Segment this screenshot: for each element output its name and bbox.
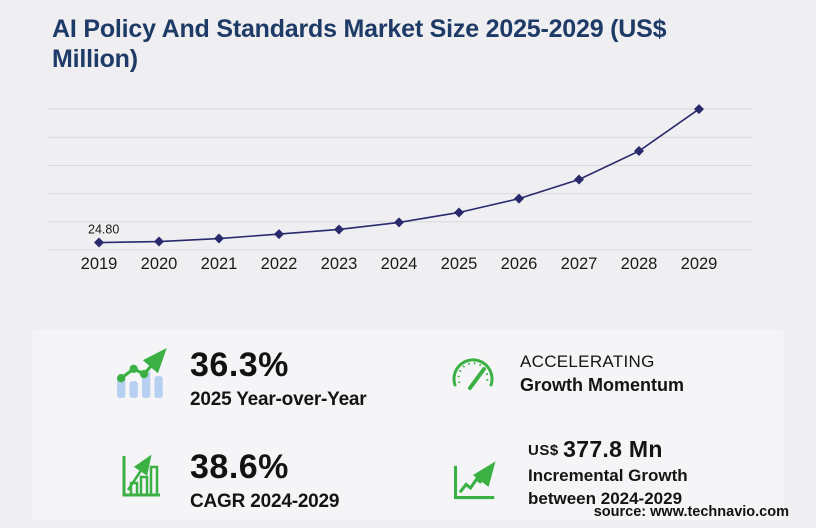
data-point-marker [94, 237, 104, 248]
stat-yoy: 36.3% 2025 Year-over-Year [116, 346, 367, 411]
x-axis-tick-label: 2021 [201, 255, 238, 273]
yoy-value: 36.3% [190, 346, 289, 384]
x-axis-tick-label: 2019 [81, 255, 118, 273]
data-point-marker [154, 236, 164, 247]
stat-momentum: ACCELERATING Growth Momentum [450, 350, 684, 397]
stat-incremental: US$ 377.8 Mn Incremental Growth between … [452, 436, 688, 509]
chart-svg: 24.80 2019 2020 2021 2022 2023 2024 2025 2026 202… [48, 104, 752, 273]
data-point-marker [274, 229, 284, 240]
market-size-line-chart: 24.80 2019 2020 2021 2022 2023 2024 2025 2026 202… [40, 95, 774, 281]
momentum-status: ACCELERATING [520, 352, 655, 371]
cagr-label: CAGR 2024-2029 [190, 491, 340, 512]
incremental-label-line2: between 2024-2029 [528, 489, 683, 508]
growth-bars-arrow-icon [122, 454, 162, 503]
x-axis-tick-label: 2020 [141, 255, 178, 273]
incremental-currency: US$ [528, 442, 559, 459]
zigzag-growth-icon [452, 456, 496, 509]
x-axis-tick-label: 2028 [621, 255, 658, 273]
yoy-label: 2025 Year-over-Year [190, 389, 367, 410]
incremental-label-line1: Incremental Growth [528, 466, 688, 485]
speedometer-icon [450, 356, 496, 397]
source-citation: source: www.technavio.com [593, 504, 789, 520]
page-title-line2: Million) [52, 45, 138, 73]
cagr-value: 38.6% [190, 448, 289, 486]
x-axis-tick-label: 2027 [561, 255, 598, 273]
bar-chart-trend-icon [116, 346, 170, 405]
stat-cagr: 38.6% CAGR 2024-2029 [122, 448, 339, 513]
x-axis-tick-label: 2026 [501, 255, 538, 273]
data-point-marker [634, 146, 644, 157]
data-point-marker [454, 207, 464, 218]
data-point-marker [214, 233, 224, 244]
data-point-marker [394, 217, 404, 228]
page-title: AI Policy And Standards Market Size 2025… [52, 14, 742, 74]
data-point-marker [514, 193, 524, 204]
momentum-label: Growth Momentum [520, 375, 684, 395]
x-axis-tick-label: 2029 [681, 255, 718, 273]
data-point-marker [574, 174, 584, 185]
x-axis-tick-label: 2023 [321, 255, 358, 273]
data-point-marker [334, 224, 344, 235]
x-axis-tick-label: 2022 [261, 255, 298, 273]
data-point-marker [694, 104, 704, 115]
x-axis-tick-label: 2024 [381, 255, 418, 273]
page-title-line1: AI Policy And Standards Market Size 2025… [52, 15, 667, 43]
data-point-label: 24.80 [88, 223, 119, 237]
x-axis-tick-label: 2025 [441, 255, 478, 273]
incremental-value: 377.8 Mn [563, 436, 663, 462]
